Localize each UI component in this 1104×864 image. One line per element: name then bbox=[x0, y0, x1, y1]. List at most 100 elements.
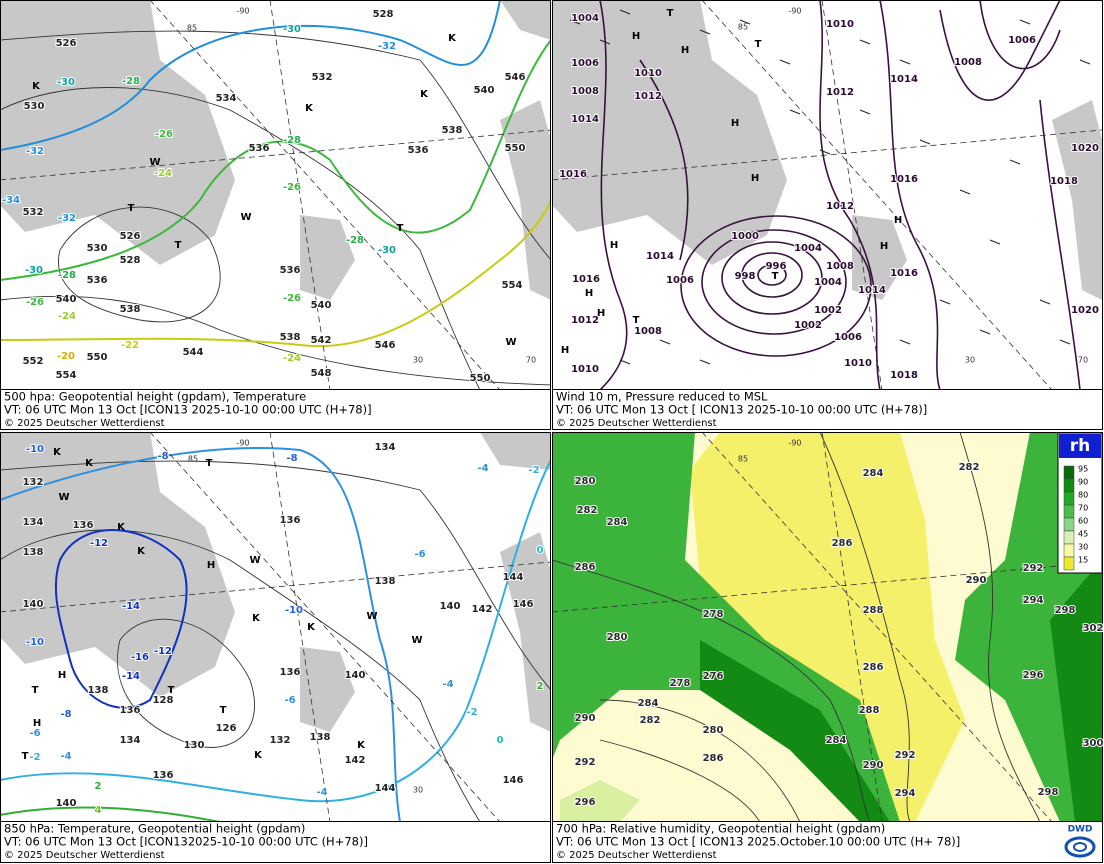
contour-label: 526 bbox=[56, 38, 77, 49]
contour-label: 132 bbox=[23, 477, 44, 488]
graticule-label: 30 bbox=[413, 786, 423, 795]
contour-label: 134 bbox=[375, 442, 396, 453]
pressure-symbol: K bbox=[254, 750, 263, 761]
contour-label: 1006 bbox=[834, 332, 862, 343]
pressure-symbol: H bbox=[880, 241, 888, 252]
graticule-label: -90 bbox=[236, 439, 249, 448]
contour-label: 1018 bbox=[1050, 176, 1078, 187]
contour-label: 1006 bbox=[571, 58, 599, 69]
pressure-symbol: T bbox=[206, 458, 213, 469]
legend-level: 70 bbox=[1078, 504, 1088, 513]
contour-label: 286 bbox=[832, 538, 853, 549]
contour-label: 146 bbox=[513, 599, 534, 610]
contour-label: 540 bbox=[56, 294, 77, 305]
pressure-symbol: K bbox=[252, 613, 261, 624]
contour-label: 288 bbox=[863, 605, 884, 616]
contour-label: 538 bbox=[442, 125, 463, 136]
map-mslp bbox=[553, 1, 1102, 389]
contour-label: 536 bbox=[280, 265, 301, 276]
contour-label: 546 bbox=[505, 72, 526, 83]
temperature-label: -28 bbox=[58, 270, 76, 281]
temperature-label: -8 bbox=[60, 709, 71, 720]
temperature-label: -8 bbox=[286, 453, 297, 464]
dwd-logo: DWD bbox=[1058, 822, 1102, 862]
legend-level: 90 bbox=[1078, 478, 1088, 487]
caption-line: VT: 06 UTC Mon 13 Oct [ICON13 2025-10-10… bbox=[4, 403, 372, 417]
contour-label: 282 bbox=[577, 505, 598, 516]
pressure-symbol: W bbox=[58, 492, 69, 503]
temperature-label: -32 bbox=[58, 213, 76, 224]
contour-label: 1008 bbox=[571, 86, 599, 97]
graticule-label: 70 bbox=[526, 356, 536, 365]
map-500hpa bbox=[1, 1, 550, 389]
contour-label: 1016 bbox=[890, 174, 918, 185]
pressure-symbol: H bbox=[597, 308, 605, 319]
contour-label: 1016 bbox=[572, 274, 600, 285]
pressure-symbol: T bbox=[175, 240, 182, 251]
contour-label: 292 bbox=[575, 757, 596, 768]
pressure-symbol: W bbox=[149, 157, 160, 168]
contour-label: 280 bbox=[607, 632, 628, 643]
temperature-label: 2 bbox=[537, 681, 544, 692]
contour-label: 1012 bbox=[826, 87, 854, 98]
contour-label: 134 bbox=[23, 517, 44, 528]
contour-label: 1012 bbox=[634, 91, 662, 102]
temperature-label: 4 bbox=[95, 805, 102, 816]
contour-label: 1008 bbox=[634, 326, 662, 337]
caption-line: © 2025 Deutscher Wetterdienst bbox=[4, 850, 165, 861]
contour-label: 534 bbox=[216, 93, 237, 104]
pressure-symbol: H bbox=[561, 345, 569, 356]
contour-label: 136 bbox=[280, 515, 301, 526]
temperature-label: -32 bbox=[26, 146, 44, 157]
temperature-label: 0 bbox=[497, 735, 504, 746]
contour-label: 134 bbox=[120, 735, 141, 746]
temperature-label: -22 bbox=[121, 340, 139, 351]
contour-label: 286 bbox=[863, 662, 884, 673]
contour-label: 300 bbox=[1083, 738, 1104, 749]
pressure-symbol: K bbox=[85, 458, 94, 469]
caption-line: VT: 06 UTC Mon 13 Oct [ ICON13 2025-10-1… bbox=[556, 403, 927, 417]
temperature-label: -2 bbox=[528, 465, 539, 476]
contour-label: 1016 bbox=[559, 169, 587, 180]
contour-label: 140 bbox=[345, 670, 366, 681]
contour-label: 1004 bbox=[814, 277, 842, 288]
contour-label: 528 bbox=[373, 9, 394, 20]
pressure-symbol: H bbox=[731, 118, 739, 129]
temperature-label: -10 bbox=[26, 444, 44, 455]
pressure-symbol: T bbox=[755, 39, 762, 50]
temperature-label: -26 bbox=[283, 182, 301, 193]
caption-line: © 2025 Deutscher Wetterdienst bbox=[556, 850, 717, 861]
contour-label: 296 bbox=[575, 797, 596, 808]
temperature-label: -28 bbox=[283, 135, 301, 146]
contour-label: 550 bbox=[505, 143, 526, 154]
contour-label: 1010 bbox=[844, 358, 872, 369]
pressure-symbol: K bbox=[117, 522, 126, 533]
contour-label: 138 bbox=[375, 576, 396, 587]
contour-label: 138 bbox=[310, 732, 331, 743]
temperature-label: -2 bbox=[29, 752, 40, 763]
legend-swatch bbox=[1063, 517, 1075, 532]
pressure-symbol: T bbox=[667, 8, 674, 19]
legend-level: 95 bbox=[1078, 465, 1088, 474]
pressure-symbol: H bbox=[58, 670, 66, 681]
contour-label: 278 bbox=[703, 609, 724, 620]
contour-label: 532 bbox=[312, 72, 333, 83]
contour-label: 1004 bbox=[794, 243, 822, 254]
pressure-symbol: H bbox=[681, 45, 689, 56]
contour-label: 286 bbox=[575, 562, 596, 573]
pressure-symbol: T bbox=[772, 271, 779, 282]
contour-label: 1020 bbox=[1071, 305, 1099, 316]
pressure-symbol: H bbox=[632, 31, 640, 42]
contour-label: 128 bbox=[153, 695, 174, 706]
pressure-symbol: K bbox=[448, 33, 457, 44]
pressure-symbol: T bbox=[633, 315, 640, 326]
temperature-label: -12 bbox=[90, 538, 108, 549]
pressure-symbol: H bbox=[585, 288, 593, 299]
contour-label: 554 bbox=[56, 370, 77, 381]
contour-label: 536 bbox=[87, 275, 108, 286]
contour-label: 538 bbox=[120, 304, 141, 315]
legend-level: 80 bbox=[1078, 491, 1088, 500]
caption-line: 700 hPa: Relative humidity, Geopotential… bbox=[556, 822, 885, 836]
contour-label: 548 bbox=[311, 368, 332, 379]
legend-level: 45 bbox=[1078, 530, 1088, 539]
